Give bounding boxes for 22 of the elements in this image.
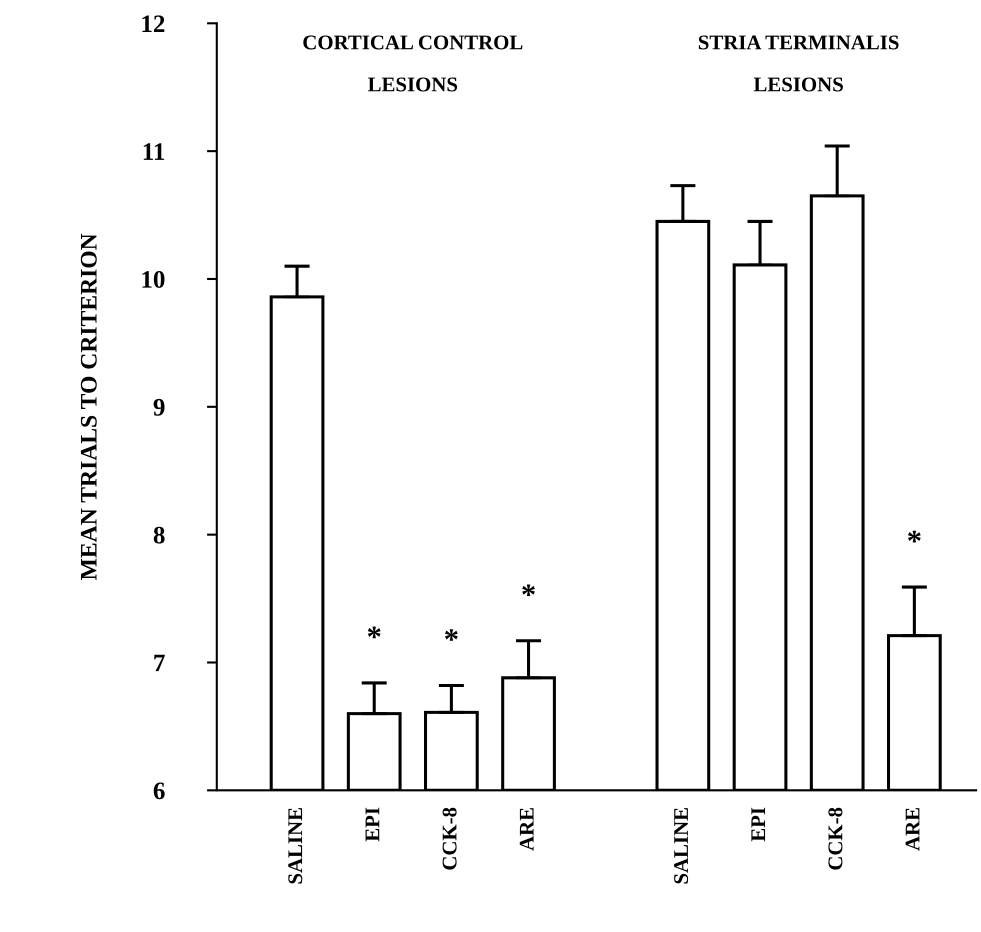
data-label: * [368,626,381,638]
x-tick-label: ARE [520,808,534,851]
x-tick-label: SALINE [288,808,302,884]
text: CORTICAL CONTROL LESIONS [303,35,522,92]
y-tick-label: 12 [142,15,164,32]
x-tick-label: SALINE [674,808,688,884]
x-tick-label: EPI [366,808,380,842]
y-tick-label: 8 [154,526,165,544]
x-tick-label: CCK-8 [442,808,457,870]
y-tick-label: 7 [154,654,165,672]
text: STRIA TERMINALIS LESIONS [698,35,899,92]
data-label: * [522,584,535,596]
y-tick-label: 9 [154,398,165,416]
x-tick-label: ARE [906,808,920,851]
y-tick-label: 11 [144,143,164,160]
data-label: * [908,530,921,542]
y-axis-title: MEAN TRIALS TO CRITERION [80,234,97,580]
y-tick-label: 6 [154,782,165,800]
x-tick-label: CCK-8 [828,808,842,870]
x-tick-label: EPI [751,808,766,842]
data-label: * [445,629,458,641]
y-tick-label: 10 [142,271,164,288]
